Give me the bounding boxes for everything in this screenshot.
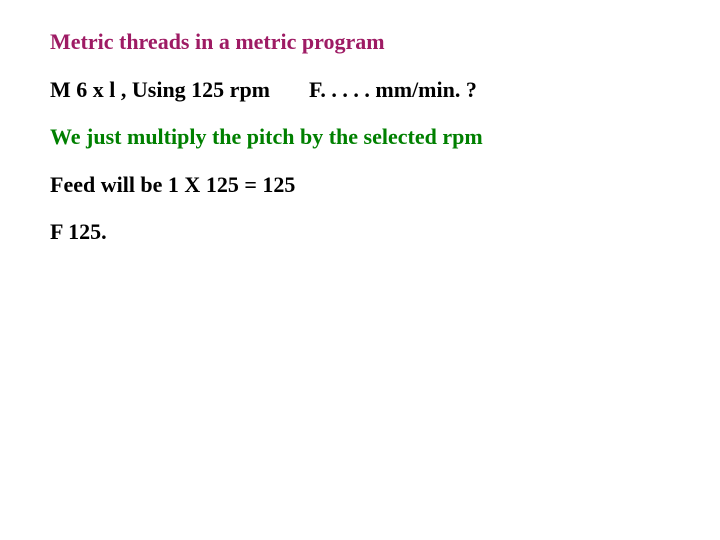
spec-left: M 6 x l , Using 125 rpm [50,77,270,102]
title-line: Metric threads in a metric program [50,28,670,56]
feed-calc-line: Feed will be 1 X 125 = 125 [50,171,670,199]
result-line: F 125. [50,218,670,246]
spec-line: M 6 x l , Using 125 rpm F. . . . . mm/mi… [50,76,670,104]
explanation-line: We just multiply the pitch by the select… [50,123,670,151]
spec-right: F. . . . . mm/min. ? [309,77,477,102]
slide: Metric threads in a metric program M 6 x… [0,0,720,540]
